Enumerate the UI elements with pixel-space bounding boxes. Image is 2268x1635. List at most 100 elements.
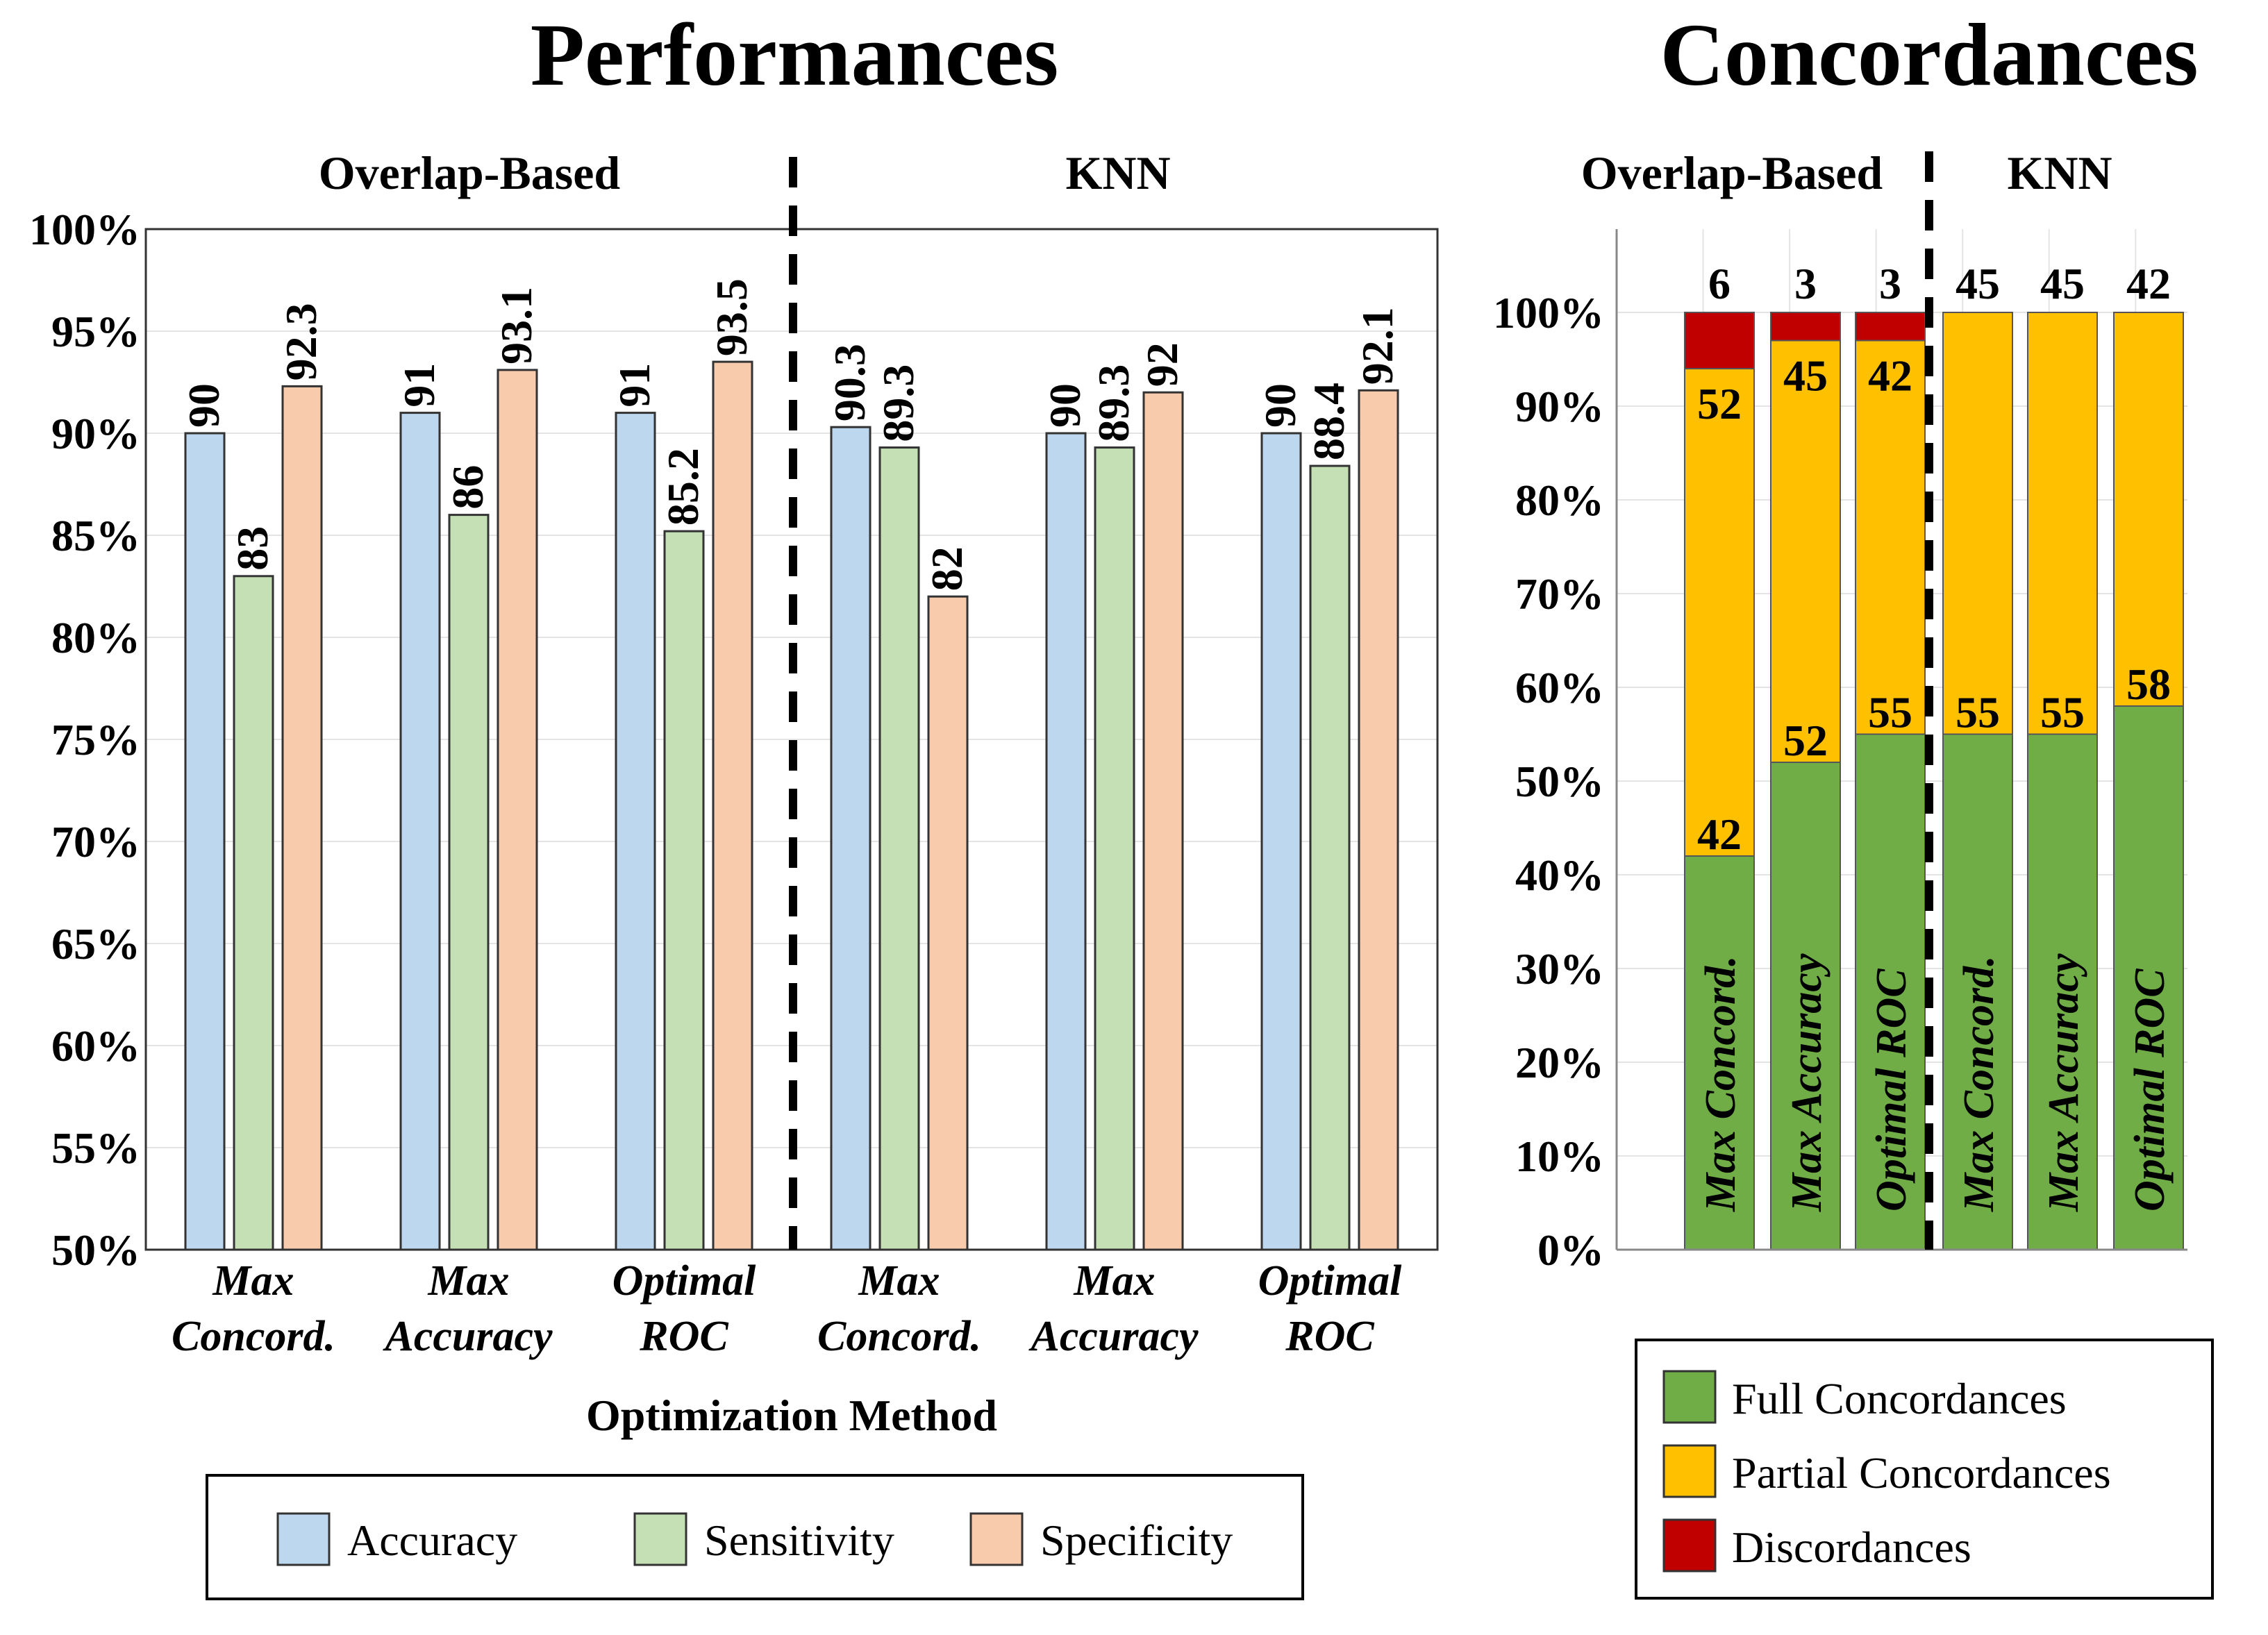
conc-bar-partial-concordances	[1770, 339, 1841, 763]
perf-bar-sensitivity	[448, 514, 490, 1251]
conc-bar-discordances	[1770, 312, 1841, 342]
perf-group-label-overlap: Overlap-Based	[319, 146, 621, 199]
perf-bar-specificity	[1142, 391, 1184, 1251]
perf-value-label: 92.3	[276, 303, 326, 380]
conc-category-label: Optimal ROC	[1868, 969, 1915, 1211]
perf-x-tick-label: Concord.	[817, 1313, 981, 1360]
performances-title: Performances	[531, 6, 1059, 104]
conc-discordance-value-label: 6	[1708, 259, 1731, 308]
perf-value-label: 90	[1040, 383, 1090, 428]
conc-full-value-label: 55	[1868, 688, 1912, 737]
conc-partial-value-label: 45	[1956, 259, 2000, 308]
perf-y-tick-label: 70%	[51, 817, 140, 866]
perf-value-label: 88.4	[1304, 383, 1353, 460]
conc-bars	[1684, 312, 2184, 1250]
conc-bar-partial-concordances	[1684, 368, 1755, 857]
conc-category-label: Max Concord.	[1956, 955, 2003, 1212]
conc-y-axis: 0% 10% 20% 30% 40% 50% 60% 70% 80% 90% 100%	[1493, 288, 1604, 1275]
perf-bar-sensitivity	[878, 446, 920, 1251]
perf-x-axis: Max Concord. Max Accuracy Optimal ROC Max Conco…	[172, 1257, 1402, 1360]
perf-x-tick-label: Max	[1073, 1257, 1155, 1305]
conc-partial-value-label: 52	[1697, 379, 1742, 428]
legend-swatch-specificity	[969, 1512, 1024, 1566]
perf-value-label: 90.3	[825, 344, 874, 421]
conc-full-value-label: 55	[2040, 688, 2085, 737]
perf-value-label: 89.3	[1089, 364, 1138, 442]
legend-label-full-concordances: Full Concordances	[1732, 1374, 2067, 1423]
perf-legend-box	[206, 1474, 1304, 1600]
perf-y-axis: 50% 55% 60% 65% 70% 75% 80% 85% 90% 95% 100%	[29, 205, 140, 1275]
legend-label-accuracy: Accuracy	[347, 1516, 517, 1565]
perf-value-label: 93.5	[707, 278, 756, 356]
perf-y-tick-label: 85%	[51, 511, 140, 560]
conc-bar-partial-concordances	[2113, 312, 2184, 707]
perf-x-tick-label: Concord.	[172, 1313, 335, 1360]
perf-value-label: 91	[394, 363, 444, 408]
conc-partial-value-label: 42	[1868, 351, 1912, 401]
perf-value-label: 90	[1256, 383, 1305, 428]
conc-bar-full-concordances	[2113, 705, 2184, 1250]
conc-bar-discordances	[1855, 312, 1926, 342]
conc-bar-partial-concordances	[2027, 312, 2098, 735]
perf-value-label: 93.1	[492, 287, 541, 364]
conc-legend-box	[1635, 1339, 2214, 1600]
legend-label-discordances: Discordances	[1732, 1523, 1971, 1572]
conc-partial-value-label: 45	[1783, 351, 1828, 401]
perf-y-tick-label: 100%	[29, 205, 140, 254]
legend-label-specificity: Specificity	[1040, 1516, 1233, 1565]
conc-y-tick-label: 40%	[1515, 850, 1604, 900]
conc-y-tick-label: 20%	[1515, 1038, 1604, 1087]
perf-value-label: 90	[179, 383, 228, 428]
conc-bar-full-concordances	[1770, 762, 1841, 1250]
perf-x-tick-label: ROC	[1285, 1313, 1374, 1360]
conc-y-tick-label: 80%	[1515, 476, 1604, 525]
perf-x-tick-label: ROC	[639, 1313, 728, 1360]
perf-value-label: 85.2	[658, 448, 708, 526]
perf-x-axis-label: Optimization Method	[586, 1391, 997, 1440]
legend-swatch-accuracy	[276, 1512, 331, 1566]
perf-x-tick-label: Max	[212, 1257, 294, 1305]
perf-bar-accuracy	[184, 432, 226, 1251]
conc-category-label: Optimal ROC	[2126, 969, 2174, 1211]
perf-bar-sensitivity	[1094, 446, 1135, 1251]
perf-value-label: 92.1	[1353, 307, 1402, 385]
conc-partial-value-label: 45	[2040, 259, 2085, 308]
conc-bar-partial-concordances	[1942, 312, 2013, 735]
perf-bar-specificity	[497, 369, 538, 1251]
conc-bar-full-concordances	[2027, 733, 2098, 1250]
conc-group-label-overlap: Overlap-Based	[1581, 146, 1883, 199]
conc-y-tick-label: 30%	[1515, 944, 1604, 993]
perf-bars	[184, 360, 1399, 1251]
perf-bar-specificity	[712, 360, 753, 1251]
perf-x-tick-label: Optimal	[1258, 1257, 1402, 1305]
perf-y-tick-label: 95%	[51, 307, 140, 356]
perf-bar-accuracy	[1260, 432, 1302, 1251]
conc-partial-value-label: 42	[2126, 259, 2171, 308]
conc-y-tick-label: 100%	[1493, 288, 1604, 337]
perf-y-tick-label: 60%	[51, 1021, 140, 1071]
perf-group-label-knn: KNN	[1065, 146, 1170, 199]
perf-y-tick-label: 50%	[51, 1225, 140, 1275]
legend-label-sensitivity: Sensitivity	[704, 1516, 894, 1565]
perf-bar-accuracy	[830, 426, 872, 1251]
perf-legend: Accuracy Sensitivity Specificity	[206, 1474, 1304, 1600]
conc-full-value-label: 58	[2126, 660, 2171, 709]
perf-y-tick-label: 90%	[51, 409, 140, 458]
perf-bar-specificity	[281, 385, 323, 1251]
conc-legend: Full Concordances Partial Concordances D…	[1635, 1339, 2214, 1600]
conc-y-tick-label: 50%	[1515, 757, 1604, 806]
perf-y-tick-label: 55%	[51, 1123, 140, 1173]
conc-y-tick-label: 90%	[1515, 382, 1604, 431]
perf-bar-accuracy	[1045, 432, 1087, 1251]
perf-value-label: 83	[228, 526, 277, 571]
perf-bar-sensitivity	[1309, 464, 1351, 1251]
conc-bar-discordances	[1684, 312, 1755, 369]
perf-bar-sensitivity	[233, 575, 274, 1251]
perf-x-tick-label: Accuracy	[382, 1313, 553, 1360]
conc-y-tick-label: 70%	[1515, 569, 1604, 619]
perf-x-tick-label: Optimal	[612, 1257, 756, 1305]
perf-value-label: 86	[443, 465, 492, 510]
conc-bar-full-concordances	[1942, 733, 2013, 1250]
conc-value-labels: 42 52 6 Max Concord. 52 45 3 Max Accuracy 55 42 3 O…	[1697, 259, 2174, 1212]
conc-bar-full-concordances	[1684, 855, 1755, 1250]
